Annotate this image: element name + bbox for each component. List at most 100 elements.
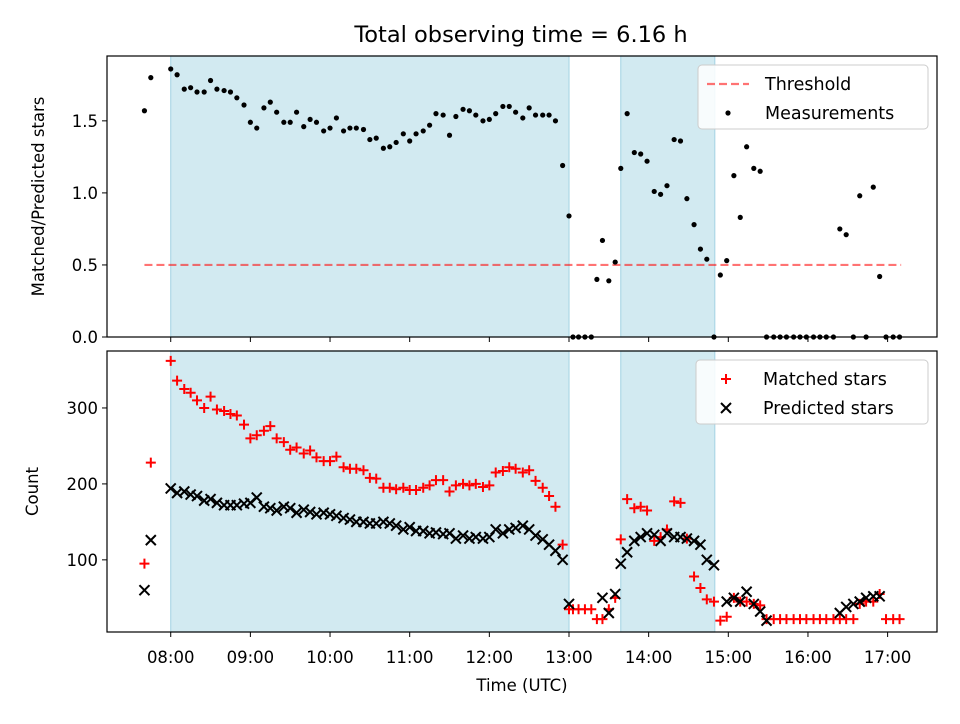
measurement-point xyxy=(400,131,406,137)
measurement-point xyxy=(757,168,763,174)
matched-star-point xyxy=(537,482,548,493)
predicted-star-point xyxy=(490,523,502,536)
legend-label: Threshold xyxy=(764,75,851,95)
y-axis-label: Matched/Predicted stars xyxy=(29,97,48,297)
matched-star-point xyxy=(557,539,568,550)
legend-label: Measurements xyxy=(765,104,894,124)
matched-star-point xyxy=(271,433,282,444)
shaded-interval xyxy=(170,350,570,633)
matched-star-point xyxy=(411,484,422,495)
matched-star-point xyxy=(689,571,700,582)
predicted-star-point xyxy=(596,592,609,604)
matched-star-point xyxy=(371,473,382,484)
matched-star-point xyxy=(504,462,515,473)
predicted-star-point xyxy=(603,607,615,619)
predicted-star-point xyxy=(760,614,773,627)
measurement-point xyxy=(293,109,300,115)
matched-star-point xyxy=(669,496,680,507)
matched-star-point xyxy=(311,452,322,463)
matched-star-point xyxy=(695,582,706,593)
matched-star-point xyxy=(517,467,528,478)
measurement-point xyxy=(407,138,413,144)
predicted-star-point xyxy=(728,592,740,604)
predicted-star-point xyxy=(609,588,621,600)
legend-box xyxy=(697,64,929,130)
measurement-point xyxy=(651,188,657,195)
measurement-point xyxy=(453,113,459,120)
measurement-point xyxy=(340,128,347,134)
predicted-star-point xyxy=(615,557,627,570)
measurement-point xyxy=(717,272,723,278)
matched-star-point xyxy=(172,375,183,386)
top-panel: 0.0 0.5 1.0 1.5 Matched/Predicted stars Thres… xyxy=(29,55,938,347)
x-tick-label: 09:00 xyxy=(227,648,275,667)
measurement-point xyxy=(618,165,624,171)
measurement-point xyxy=(657,191,664,197)
measurement-point xyxy=(631,149,637,156)
matched-star-point xyxy=(418,482,429,493)
matched-star-point xyxy=(391,484,402,495)
measurement-point xyxy=(281,119,287,125)
measurement-point xyxy=(731,173,737,179)
measurement-point xyxy=(546,112,552,118)
measurement-point xyxy=(433,111,439,117)
predicted-star-point xyxy=(740,586,753,598)
matched-star-point xyxy=(205,391,216,402)
measurement-point xyxy=(751,165,757,171)
matched-star-point xyxy=(715,615,726,626)
predicted-star-point xyxy=(450,532,462,545)
predicted-star-point xyxy=(517,519,529,532)
predicted-star-point xyxy=(264,502,276,514)
matched-star-point xyxy=(464,480,475,491)
measurement-point xyxy=(307,116,313,123)
matched-star-point xyxy=(298,448,309,459)
matched-star-point xyxy=(477,481,488,492)
matched-star-point xyxy=(285,444,296,455)
measurement-point xyxy=(221,87,227,94)
predicted-star-point xyxy=(873,590,886,603)
matched-star-point xyxy=(721,611,732,622)
measurement-point xyxy=(261,105,267,111)
measurement-point xyxy=(347,125,353,131)
legend-measurement-swatch xyxy=(725,110,731,116)
measurement-point xyxy=(241,102,247,108)
measurement-point xyxy=(247,119,253,125)
matched-star-point xyxy=(199,402,210,413)
matched-star-point xyxy=(165,355,176,366)
predicted-star-point xyxy=(211,497,223,509)
predicted-star-point xyxy=(145,534,157,546)
matched-star-point xyxy=(701,594,712,605)
x-tick-label: 17:00 xyxy=(864,648,912,667)
matched-star-point xyxy=(325,456,336,467)
measurement-point xyxy=(870,184,876,190)
measurement-point xyxy=(486,116,492,123)
matched-star-point xyxy=(225,409,236,420)
measurement-point xyxy=(267,99,273,105)
measurement-point xyxy=(201,89,207,95)
matched-star-point xyxy=(291,442,302,453)
y-tick-label: 1.0 xyxy=(72,184,98,203)
measurement-point xyxy=(254,125,260,131)
measurement-point xyxy=(214,86,220,92)
measurement-point xyxy=(327,125,333,131)
legend-label: Predicted stars xyxy=(763,399,894,419)
y-tick-label: 100 xyxy=(67,551,99,570)
y-tick-label: 200 xyxy=(67,475,99,494)
measurement-point xyxy=(480,118,486,124)
matched-star-point xyxy=(179,383,190,394)
measurement-point xyxy=(194,89,200,95)
predicted-star-point xyxy=(497,527,509,539)
matched-star-point xyxy=(185,387,196,398)
matched-star-point xyxy=(708,596,719,607)
matched-star-point xyxy=(398,482,409,493)
measurement-point xyxy=(301,124,307,130)
x-tick-label: 08:00 xyxy=(147,648,195,667)
matched-star-point xyxy=(424,480,435,491)
measurement-point xyxy=(599,237,606,244)
matched-star-point xyxy=(586,604,597,615)
matched-star-point xyxy=(458,478,469,489)
predicted-star-point xyxy=(721,595,733,608)
measurement-point xyxy=(500,103,506,110)
measurement-point xyxy=(566,213,572,219)
